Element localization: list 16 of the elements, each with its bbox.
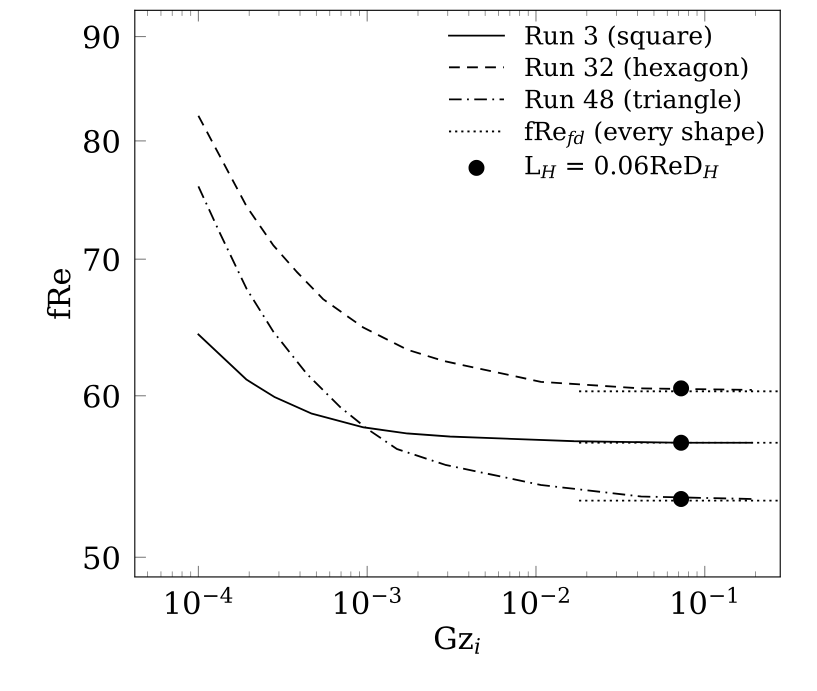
y-tick-label: 80 (84, 130, 119, 153)
legend-label: L$_{H}$ = 0.06ReD$_{H}$ (525, 156, 719, 178)
y-tick-label: 90 (84, 25, 119, 49)
x-tick-label: 10$^{−4}$ (166, 586, 232, 614)
y-tick-label: 70 (84, 248, 119, 272)
y-axis-title: fRe (46, 269, 71, 319)
y-tick-label: 60 (84, 384, 119, 408)
x-tick-label: 10$^{−1}$ (672, 586, 737, 614)
x-tick-label: 10$^{−3}$ (335, 586, 401, 614)
y-tick-label: 50 (84, 546, 119, 570)
x-axis-title: Gz$_{i}$ (434, 626, 480, 654)
legend-label: Run 3 (square) (525, 25, 711, 50)
legend-label: Run 48 (triangle) (525, 89, 740, 114)
legend-label: fRe$_{fd}$ (every shape) (524, 121, 764, 148)
legend-label: Run 32 (hexagon) (525, 57, 748, 82)
x-tick-label: 10$^{−2}$ (504, 586, 569, 614)
